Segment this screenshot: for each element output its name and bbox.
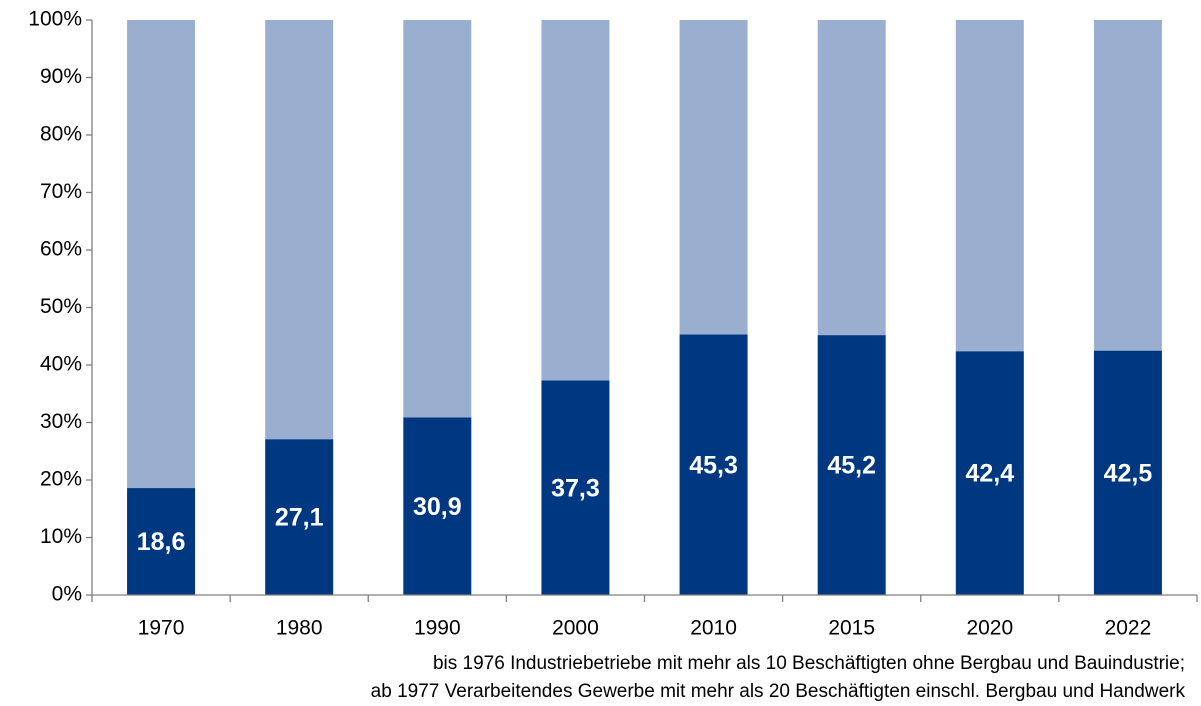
y-tick-label: 60% (40, 238, 82, 261)
value-label: 45,3 (689, 451, 738, 479)
bar-segment (541, 380, 610, 595)
bar-segment (265, 20, 334, 440)
y-tick-label: 90% (40, 65, 82, 88)
x-tick-label: 1970 (138, 617, 185, 640)
y-tick-label: 100% (28, 8, 82, 31)
y-tick-label: 50% (40, 295, 82, 318)
bar-segment (541, 20, 610, 381)
bar-segment (127, 20, 196, 489)
bar-segment (1093, 350, 1162, 595)
bar-segment (265, 439, 334, 595)
x-tick-label: 2022 (1105, 617, 1152, 640)
value-label: 18,6 (137, 528, 186, 556)
bar-segment (1093, 20, 1162, 351)
x-tick-label: 2010 (690, 617, 737, 640)
bar-segment (955, 20, 1024, 352)
value-label: 42,4 (965, 460, 1014, 488)
value-label: 42,5 (1104, 459, 1153, 487)
value-label: 37,3 (551, 474, 600, 502)
footnote: bis 1976 Industriebetriebe mit mehr als … (433, 653, 1185, 674)
x-tick-label: 2015 (828, 617, 875, 640)
value-label: 45,2 (827, 452, 876, 480)
y-tick-label: 0% (52, 583, 82, 606)
x-tick-label: 2020 (966, 617, 1013, 640)
bar-segment (679, 334, 748, 595)
bar-segment (403, 20, 472, 418)
y-tick-label: 10% (40, 525, 82, 548)
bar-segment (127, 488, 196, 595)
value-label: 27,1 (275, 504, 324, 532)
y-tick-label: 30% (40, 410, 82, 433)
bar-segment (679, 20, 748, 335)
bar-segment (817, 335, 886, 595)
bar-segment (955, 351, 1024, 595)
value-label: 30,9 (413, 493, 462, 521)
x-tick-label: 2000 (552, 617, 599, 640)
y-tick-label: 80% (40, 123, 82, 146)
footnote: ab 1977 Verarbeitendes Gewerbe mit mehr … (371, 681, 1186, 702)
y-tick-label: 70% (40, 180, 82, 203)
bar-segment (403, 417, 472, 595)
y-tick-label: 20% (40, 468, 82, 491)
x-tick-label: 1990 (414, 617, 461, 640)
bar-segment (817, 20, 886, 336)
y-tick-label: 40% (40, 353, 82, 376)
x-tick-label: 1980 (276, 617, 323, 640)
